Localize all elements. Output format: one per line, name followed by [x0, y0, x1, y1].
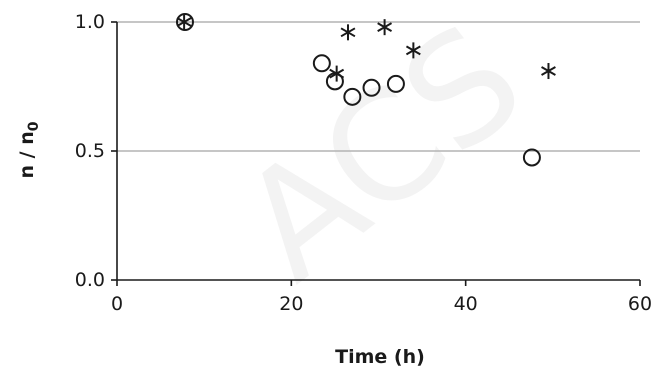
circle-point-3: [343, 87, 362, 106]
asterisk-point-2: [340, 24, 356, 41]
circle-point-5: [386, 74, 405, 93]
asterisk-point-1: [329, 65, 345, 82]
asterisk-point-3: [377, 19, 393, 36]
circle-point-1: [312, 54, 331, 73]
y-tick-label-0: 0.0: [75, 269, 105, 291]
circle-point-4: [362, 78, 381, 97]
x-tick-label-3: 60: [628, 293, 652, 315]
x-tick-label-1: 20: [279, 293, 303, 315]
circle-point-6: [522, 148, 541, 167]
asterisk-point-0: [176, 14, 192, 30]
asterisk-point-5: [541, 63, 556, 80]
data-markers: [175, 13, 556, 167]
y-tick-label-2: 1.0: [75, 11, 105, 33]
axes: [111, 21, 641, 286]
y-tick-label-1: 0.5: [75, 140, 105, 162]
y-axis-title-subscript: 0: [26, 121, 42, 131]
tick-labels: 0.0 0.5 1.0 0 20 40 60: [75, 11, 652, 315]
watermark: ACS: [211, 0, 554, 314]
x-tick-label-0: 0: [111, 293, 123, 315]
gridlines: [117, 21, 640, 152]
y-axis-title-main: n / n: [16, 131, 38, 178]
y-axis-title: n / n0: [16, 121, 42, 178]
x-tick-label-2: 40: [454, 293, 478, 315]
x-axis-title: Time (h): [335, 346, 425, 368]
asterisk-point-4: [405, 42, 421, 59]
